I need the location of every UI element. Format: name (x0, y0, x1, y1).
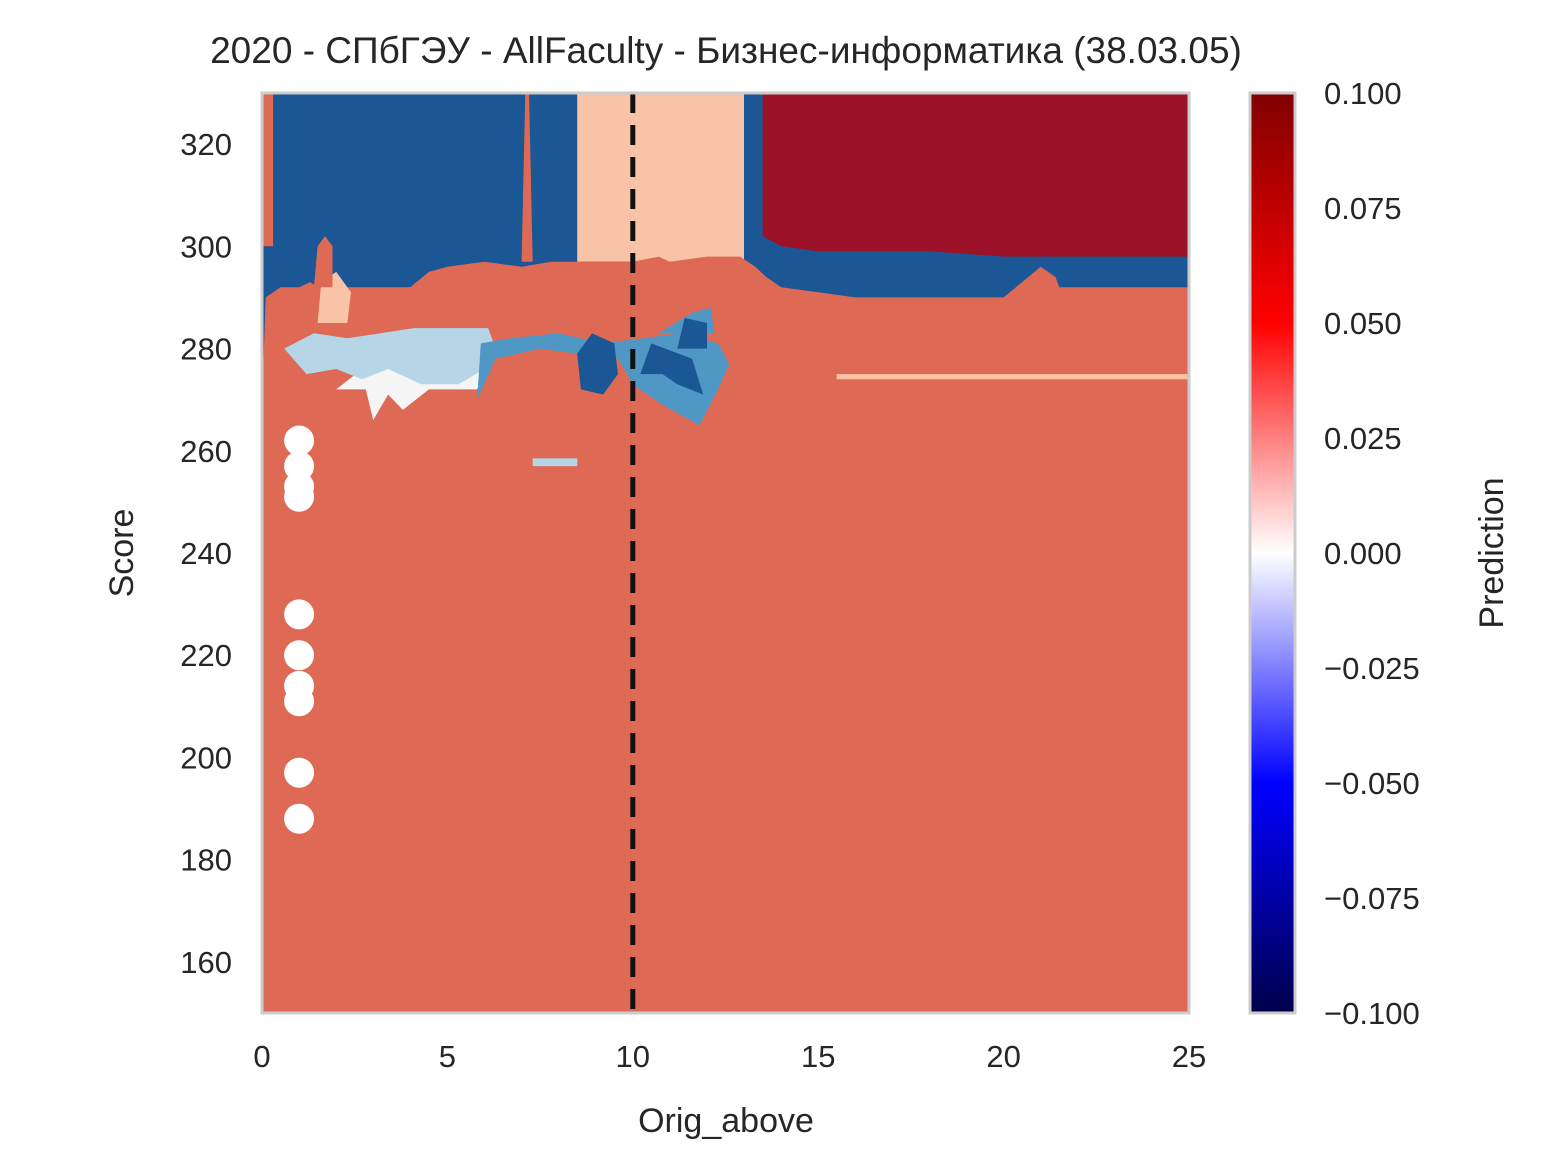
plot-area (262, 93, 1189, 1013)
region-spot-dark-blue (640, 343, 704, 395)
x-tick-label: 0 (253, 1039, 270, 1074)
region-spot-light-blue (284, 328, 496, 385)
y-tick-label: 200 (180, 740, 232, 775)
colorbar-tick-label: 0.100 (1324, 76, 1402, 111)
y-axis-label: Score (103, 509, 141, 598)
region-level-6 (262, 256, 1189, 1013)
data-point (284, 686, 315, 717)
plot-frame (260, 91, 1191, 1015)
colorbar-tick-label: 0.000 (1324, 536, 1402, 571)
data-point (284, 640, 315, 671)
region-spot-coral (1003, 266, 1063, 298)
colorbar (1248, 91, 1297, 1015)
y-tick-label: 320 (180, 127, 232, 162)
colorbar-tick-label: −0.075 (1324, 881, 1420, 916)
x-axis-ticks: 0 5 10 15 20 25 (253, 1039, 1206, 1074)
colorbar-tick-label: −0.050 (1324, 766, 1420, 801)
region-spot-coral (521, 93, 533, 262)
region-spot-dark-blue (677, 317, 707, 349)
y-axis-ticks: 160 180 200 220 240 260 280 300 320 (180, 127, 232, 980)
x-tick-label: 15 (801, 1039, 835, 1074)
region-spot-coral (313, 236, 333, 288)
colorbar-label: Prediction (1473, 477, 1511, 628)
colorbar-tick-label: 0.025 (1324, 421, 1402, 456)
y-tick-label: 280 (180, 332, 232, 367)
data-points (284, 425, 315, 834)
region-level-7 (762, 93, 1189, 257)
colorbar-tick-label: −0.025 (1324, 651, 1420, 686)
x-tick-label: 25 (1172, 1039, 1206, 1074)
x-tick-label: 5 (439, 1039, 456, 1074)
region-spot-dark-blue (577, 333, 618, 395)
data-point (284, 481, 315, 512)
y-tick-label: 180 (180, 843, 232, 878)
data-point (284, 757, 315, 788)
y-tick-label: 260 (180, 434, 232, 469)
chart-title: 2020 - СПбГЭУ - AllFaculty - Бизнес-инфо… (210, 30, 1242, 71)
y-tick-label: 220 (180, 638, 232, 673)
region-spot-light-blue (532, 458, 578, 467)
x-tick-label: 10 (616, 1039, 650, 1074)
x-tick-label: 20 (986, 1039, 1020, 1074)
x-axis-label: Orig_above (638, 1102, 814, 1140)
region-spot-coral (262, 93, 274, 247)
y-tick-label: 300 (180, 229, 232, 264)
data-point (284, 425, 315, 456)
y-tick-label: 240 (180, 536, 232, 571)
colorbar-tick-label: −0.100 (1324, 996, 1420, 1031)
colorbar-tick-label: 0.075 (1324, 191, 1402, 226)
y-tick-label: 160 (180, 945, 232, 980)
region-spot-peach (836, 374, 1189, 380)
colorbar-tick-label: 0.050 (1324, 306, 1402, 341)
data-point (284, 803, 315, 834)
data-point (284, 599, 315, 630)
colorbar-ticks: 0.100 0.075 0.050 0.025 0.000 −0.025 −0.050 −0.… (1324, 76, 1420, 1031)
